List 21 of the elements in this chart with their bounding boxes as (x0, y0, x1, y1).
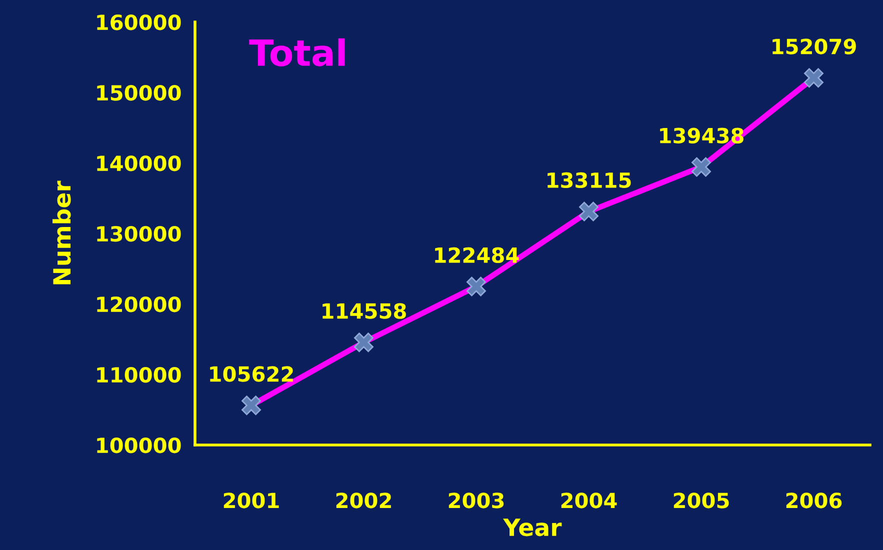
x-axis-title: Year (503, 518, 562, 536)
x-tick-label: 2001 (224, 492, 279, 508)
data-label: 122484 (435, 247, 519, 264)
x-tick-label: 2006 (786, 492, 842, 508)
x-tick-label: 2004 (561, 492, 617, 508)
y-tick-label: 140000 (97, 155, 181, 172)
x-tick-label: 2003 (448, 492, 504, 508)
y-tick-label: 130000 (97, 226, 181, 242)
data-label: 133115 (548, 172, 631, 188)
chart-title: Total (249, 38, 345, 66)
y-tick-label: 110000 (97, 366, 181, 383)
x-tick-label: 2002 (336, 492, 391, 508)
y-tick-label: 150000 (97, 84, 181, 101)
data-label: 105622 (210, 366, 293, 382)
y-tick-label: 160000 (97, 14, 181, 30)
y-tick-label: 120000 (97, 296, 181, 312)
data-label: 114558 (322, 303, 406, 319)
y-axis-title: Number (52, 180, 71, 284)
data-label: 152079 (772, 38, 856, 54)
y-tick-label: 100000 (97, 437, 181, 454)
x-tick-label: 2005 (674, 492, 729, 508)
